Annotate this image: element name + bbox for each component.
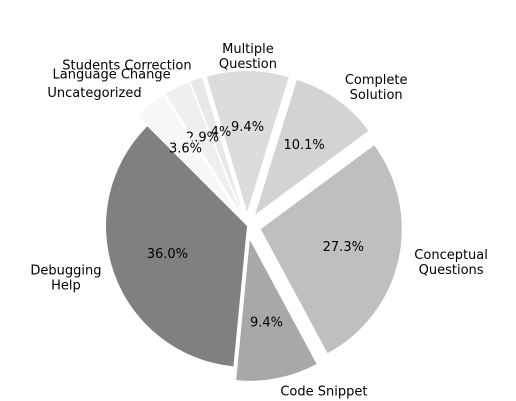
pie-slice-uncategorized [138,95,239,215]
pct-label-debugging-help: 36.0% [147,247,188,262]
pie-slice-language-change [165,82,241,214]
pie-slice-conceptual-questions [260,145,402,354]
pie-slice-debugging-help [106,126,247,367]
category-label-code-snippet: Code Snippet [280,384,367,399]
pie-slice-code-snippet [236,239,317,381]
pie-slice-multiple-question [206,70,289,212]
category-label-uncategorized: Uncategorized [47,86,141,101]
pie-slice-complete-solution [255,79,369,215]
category-label-multiple-question: Multiple Question [219,42,277,72]
pct-label-code-snippet: 9.4% [250,315,283,330]
pie-slice-students-correction [190,77,243,213]
pct-label-uncategorized: 3.6% [169,141,202,156]
category-label-students-correction: Students Correction [62,59,191,74]
category-label-language-change: Language Change [53,68,171,83]
category-label-conceptual-questions: Conceptual Questions [414,248,488,278]
pct-label-multiple-question: 9.4% [231,120,264,135]
category-label-debugging-help: Debugging Help [30,263,101,293]
pie-labels: Debugging Help Code Snippet Conceptual Quest… [30,42,488,400]
pct-label-conceptual-questions: 27.3% [323,240,364,255]
pct-label-language-change: 2.9% [186,130,219,145]
pct-label-complete-solution: 10.1% [283,138,324,153]
pie-slices: 36.0%9.4%27.3%10.1%9.4%1.4%2.9%3.6% [106,70,402,381]
category-label-complete-solution: Complete Solution [345,73,408,103]
